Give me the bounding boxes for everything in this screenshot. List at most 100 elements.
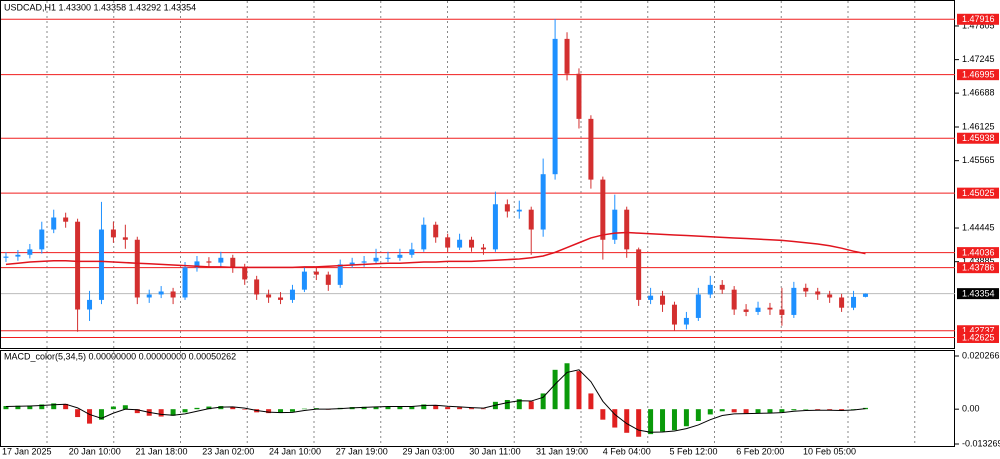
- candle-body: [707, 284, 713, 295]
- level-label: 1.42625: [962, 332, 995, 342]
- x-tick-label: 4 Feb 04:00: [603, 446, 651, 456]
- level-label-box: [957, 325, 999, 337]
- macd-bar: [803, 409, 809, 410]
- candle-body: [361, 261, 367, 263]
- level-label-box: [957, 13, 999, 25]
- macd-panel: [0, 350, 955, 447]
- last-price-box: [957, 288, 999, 300]
- candle-body: [409, 249, 415, 255]
- macd-bar: [51, 403, 57, 410]
- macd-bar: [242, 409, 248, 410]
- macd-bar: [27, 405, 33, 410]
- candle-body: [648, 295, 654, 300]
- candle-body: [242, 267, 248, 280]
- candle-body: [182, 267, 188, 298]
- candle-body: [39, 229, 45, 250]
- candle-body: [815, 291, 821, 295]
- candle-body: [194, 261, 200, 268]
- macd-bar: [779, 409, 785, 413]
- macd-bar: [409, 406, 415, 410]
- macd-bar: [373, 406, 379, 410]
- candle-body: [397, 254, 403, 258]
- candle-body: [862, 293, 868, 297]
- y-tick-label: 0.0202662: [962, 350, 1000, 360]
- candle-body: [504, 204, 510, 212]
- macd-bar: [122, 405, 128, 410]
- macd-bar: [743, 409, 749, 414]
- macd-bar: [576, 371, 582, 410]
- macd-bar: [433, 405, 439, 410]
- level-label-box: [957, 132, 999, 144]
- y-tick-label: -0.0132691: [962, 438, 1000, 448]
- x-tick-label: 21 Jan 18:00: [136, 446, 188, 456]
- candle-body: [528, 209, 534, 230]
- candle-body: [63, 217, 69, 222]
- macd-bar: [719, 409, 725, 412]
- candle-body: [337, 264, 343, 285]
- candle-body: [457, 239, 463, 248]
- macd-bar: [827, 409, 833, 411]
- macd-bar: [134, 409, 140, 414]
- macd-bar: [480, 408, 486, 410]
- candle-body: [719, 284, 725, 290]
- candle-body: [731, 289, 737, 310]
- macd-bar: [469, 408, 475, 410]
- candle-body: [767, 307, 773, 310]
- candle-body: [421, 224, 427, 250]
- chart-title: USDCAD,H1 1.43300 1.43358 1.43292 1.4335…: [4, 2, 196, 12]
- level-label-box: [957, 262, 999, 274]
- macd-bar: [791, 409, 797, 411]
- macd-bar: [218, 406, 224, 410]
- macd-bar: [636, 409, 642, 437]
- y-tick-label: 1.43885: [962, 256, 995, 266]
- candle-body: [564, 38, 570, 74]
- macd-bar: [683, 409, 689, 427]
- level-label: 1.45938: [962, 133, 995, 143]
- candle-body: [743, 309, 749, 312]
- macd-bar: [158, 409, 164, 417]
- candle-body: [98, 229, 104, 300]
- candle-body: [385, 257, 391, 259]
- y-tick-label: 1.47805: [962, 20, 995, 30]
- macd-bar: [707, 409, 713, 415]
- macd-bar: [457, 407, 463, 410]
- x-tick-label: 10 Feb 05:00: [803, 446, 856, 456]
- last-price-label: 1.43354: [962, 289, 995, 299]
- macd-bar: [278, 409, 284, 413]
- candle-body: [695, 294, 701, 318]
- macd-bar: [862, 407, 868, 410]
- candle-body: [289, 289, 295, 300]
- macd-bar: [63, 403, 69, 410]
- macd-bar: [266, 409, 272, 414]
- candle-body: [349, 262, 355, 265]
- signal-line: [5, 369, 866, 433]
- macd-bar: [182, 409, 188, 413]
- candle-body: [636, 249, 642, 300]
- candle-body: [552, 38, 558, 175]
- candle-body: [683, 317, 689, 325]
- candle-body: [218, 257, 224, 263]
- candle-body: [791, 287, 797, 315]
- candle-body: [51, 217, 57, 230]
- price-panel: [0, 0, 955, 349]
- candle-body: [624, 209, 630, 250]
- macd-bar: [695, 409, 701, 421]
- x-tick-label: 27 Jan 19:00: [336, 446, 388, 456]
- macd-bar: [564, 363, 570, 410]
- candle-body: [660, 295, 666, 305]
- macd-bar: [397, 406, 403, 410]
- macd-bar: [361, 406, 367, 410]
- level-label: 1.42737: [962, 326, 995, 336]
- candle-body: [540, 174, 546, 230]
- level-label-box: [957, 331, 999, 343]
- candle-body: [230, 257, 236, 268]
- macd-bar: [648, 409, 654, 435]
- candle-body: [671, 304, 677, 325]
- candle-body: [839, 297, 845, 308]
- y-tick-label: 1.44445: [962, 222, 995, 232]
- candle-body: [266, 294, 272, 298]
- candle-body: [445, 237, 451, 248]
- macd-bar: [75, 409, 81, 418]
- macd-bar: [540, 393, 546, 410]
